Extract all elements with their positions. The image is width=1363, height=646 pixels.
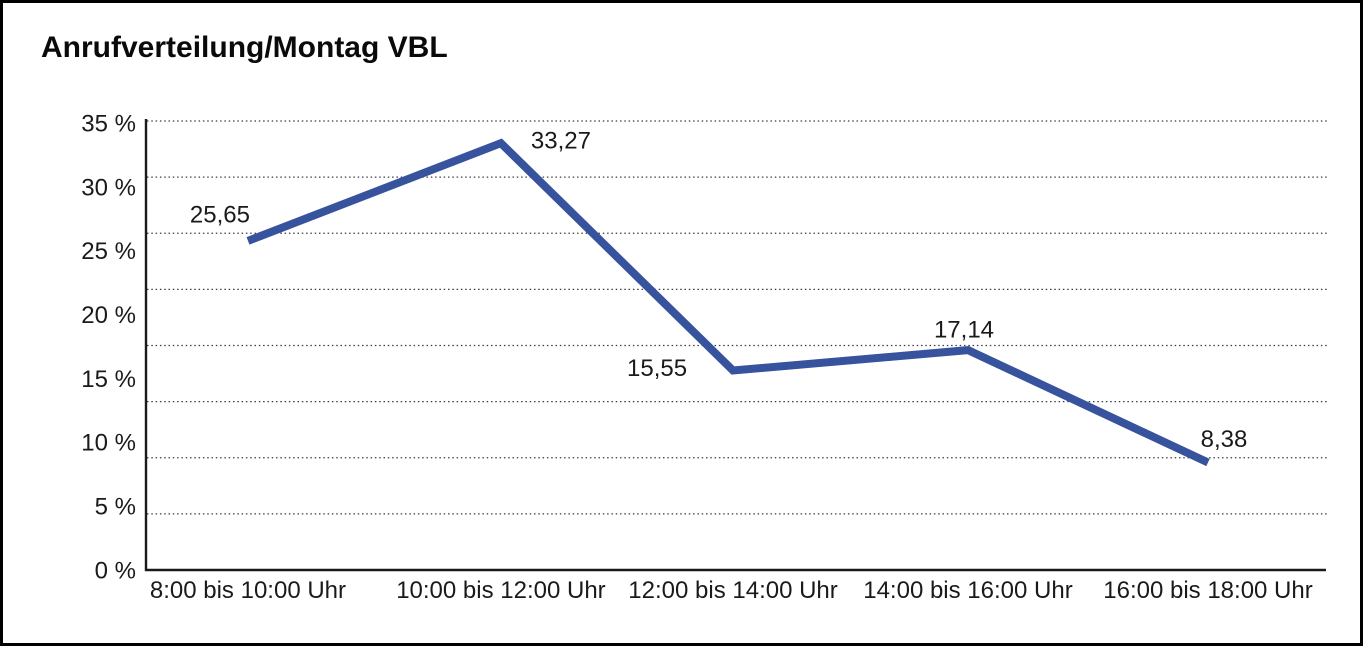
y-axis-tick-label: 15 % (81, 366, 136, 393)
x-axis-category-label: 12:00 bis 14:00 Uhr (628, 577, 837, 604)
data-point-label: 33,27 (531, 128, 591, 155)
x-axis-category-label: 16:00 bis 18:00 Uhr (1103, 577, 1312, 604)
x-axis-category-label: 10:00 bis 12:00 Uhr (396, 577, 605, 604)
x-axis-category-label: 14:00 bis 16:00 Uhr (863, 577, 1072, 604)
data-line (246, 138, 1210, 467)
y-axis-tick-label: 30 % (81, 174, 136, 201)
x-axis-category-label: 8:00 bis 10:00 Uhr (150, 577, 346, 604)
chart-title: Anrufverteilung/Montag VBL (41, 31, 448, 64)
data-point-label: 8,38 (1201, 426, 1248, 453)
data-point-label: 15,55 (627, 355, 687, 382)
y-axis-tick-label: 10 % (81, 430, 136, 457)
y-axis-tick-label: 25 % (81, 238, 136, 265)
data-point-label: 17,14 (934, 317, 994, 344)
y-axis-tick-label: 35 % (81, 110, 136, 137)
y-axis-tick-label: 5 % (95, 494, 136, 521)
y-axis-tick-label: 0 % (95, 557, 136, 584)
data-point-label: 25,65 (190, 201, 250, 228)
y-axis-tick-label: 20 % (81, 302, 136, 329)
line-chart: 35 % 30 % 25 % 20 % 15 % 10 % 5 % 0 % 8:00 bis 1… (81, 110, 1329, 604)
